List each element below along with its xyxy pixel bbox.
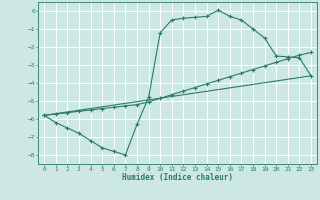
X-axis label: Humidex (Indice chaleur): Humidex (Indice chaleur): [122, 173, 233, 182]
